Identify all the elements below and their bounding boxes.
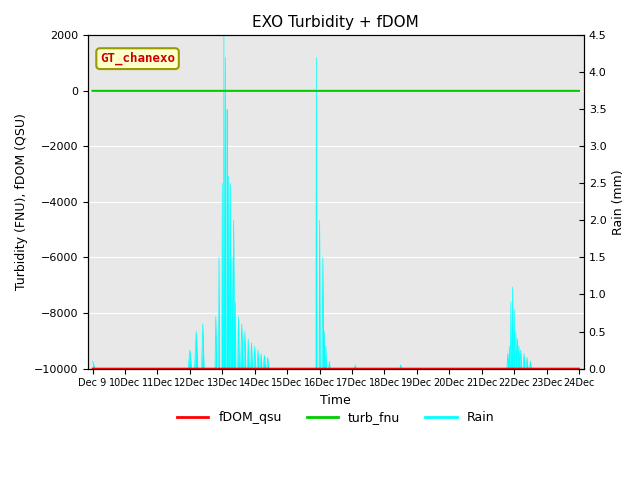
Text: GT_chanexo: GT_chanexo xyxy=(100,52,175,65)
X-axis label: Time: Time xyxy=(321,394,351,407)
turb_fnu xyxy=(529,88,536,94)
fDOM_qsu xyxy=(383,366,390,372)
fDOM_qsu xyxy=(193,366,200,372)
turb_fnu xyxy=(575,88,583,94)
Y-axis label: Turbidity (FNU), fDOM (QSU): Turbidity (FNU), fDOM (QSU) xyxy=(15,113,28,290)
fDOM_qsu xyxy=(575,366,583,372)
turb_fnu xyxy=(391,88,399,94)
fDOM_qsu xyxy=(225,366,232,372)
fDOM_qsu xyxy=(89,366,97,372)
fDOM_qsu xyxy=(575,366,582,372)
Title: EXO Turbidity + fDOM: EXO Turbidity + fDOM xyxy=(252,15,419,30)
fDOM_qsu xyxy=(529,366,536,372)
turb_fnu xyxy=(193,88,200,94)
turb_fnu xyxy=(225,88,232,94)
turb_fnu xyxy=(575,88,582,94)
fDOM_qsu xyxy=(391,366,399,372)
turb_fnu xyxy=(89,88,97,94)
turb_fnu xyxy=(383,88,390,94)
Y-axis label: Rain (mm): Rain (mm) xyxy=(612,169,625,235)
Legend: fDOM_qsu, turb_fnu, Rain: fDOM_qsu, turb_fnu, Rain xyxy=(172,406,499,429)
